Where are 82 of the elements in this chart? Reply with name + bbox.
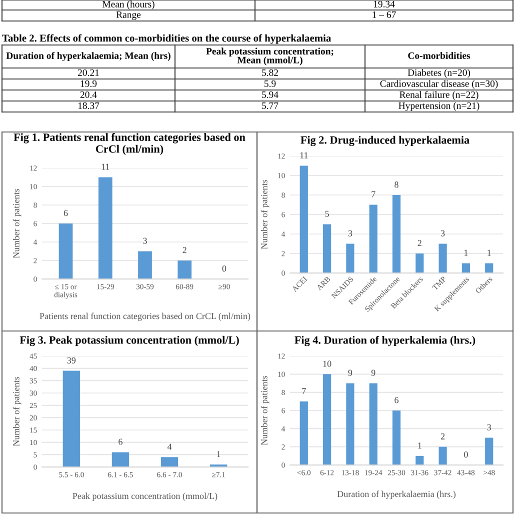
data-label: 5 bbox=[325, 210, 329, 217]
data-label: 1 bbox=[488, 250, 491, 256]
text: 1 – 67 bbox=[372, 11, 396, 18]
data-label: 6 bbox=[64, 210, 68, 216]
data-label: 2 bbox=[182, 247, 186, 254]
data-label: 1 bbox=[464, 250, 468, 256]
data-label: 8 bbox=[394, 182, 398, 188]
bar bbox=[485, 438, 494, 465]
text: Diabetes (n=20) bbox=[408, 69, 470, 78]
text: Table 2. Effects of common co-morbidities on the course of hyperkalaemia bbox=[2, 34, 331, 44]
bar bbox=[62, 370, 80, 467]
bar bbox=[98, 177, 112, 279]
text: Cardiovascular disease (n=30) bbox=[380, 80, 498, 89]
bar bbox=[346, 244, 354, 273]
bar bbox=[438, 244, 447, 273]
data-label: 11 bbox=[300, 152, 308, 158]
data-label: 9 bbox=[371, 370, 376, 376]
text: 19.34 bbox=[374, 0, 395, 8]
bar bbox=[462, 263, 470, 273]
data-label: 1 bbox=[217, 451, 220, 458]
data-label: 3 bbox=[348, 230, 352, 236]
data-label: 3 bbox=[440, 230, 445, 236]
bar bbox=[416, 456, 424, 465]
bar bbox=[369, 204, 378, 273]
text: Range bbox=[116, 11, 141, 20]
bar bbox=[369, 383, 378, 465]
bar bbox=[300, 166, 308, 273]
bar bbox=[416, 254, 424, 273]
data-label: 7 bbox=[372, 191, 376, 198]
text: Renal failure (n=22) bbox=[400, 91, 478, 100]
x-axis-title: Patients renal function categories based on CrCL (ml/min) bbox=[40, 312, 250, 321]
data-label: 11 bbox=[102, 164, 110, 170]
y-axis-title: Number of patients bbox=[260, 376, 270, 446]
text: 5.82 bbox=[262, 69, 278, 76]
chart-title: Fig 3. Peak potassium concentration (mmol/L) bbox=[20, 336, 239, 346]
data-label: 2 bbox=[440, 433, 445, 440]
data-label: 10 bbox=[323, 360, 332, 367]
bar bbox=[178, 260, 192, 279]
data-label: 3 bbox=[143, 238, 147, 244]
text: Duration of hyperkalaemia; Mean (hrs) bbox=[6, 52, 170, 61]
text: 20.4 bbox=[80, 91, 97, 98]
bar bbox=[300, 401, 308, 465]
bar bbox=[485, 263, 494, 273]
chart-title: Fig 2. Drug-induced hyperkalaemia bbox=[300, 136, 470, 146]
text: 18.37 bbox=[78, 102, 100, 109]
data-label: 1 bbox=[418, 442, 422, 448]
data-label: 0 bbox=[222, 266, 226, 272]
text: 19.9 bbox=[80, 80, 97, 87]
x-axis-title: Peak potassium concentration (mmol/L) bbox=[72, 492, 218, 501]
bar bbox=[346, 383, 354, 465]
bar bbox=[112, 452, 130, 467]
text: 5.77 bbox=[262, 102, 278, 109]
data-label: 0 bbox=[464, 452, 468, 458]
data-label: 39 bbox=[67, 357, 76, 364]
bar bbox=[438, 446, 447, 465]
bar bbox=[322, 224, 332, 273]
text: 5.94 bbox=[262, 91, 278, 98]
data-label: 7 bbox=[302, 388, 306, 394]
bar bbox=[138, 251, 152, 279]
data-label: 6 bbox=[394, 397, 398, 404]
x-axis-title: Duration of hyperkalaemia (hrs.) bbox=[337, 490, 456, 499]
chart-title: Fig 4. Duration of hyperkalemia (hrs.) bbox=[294, 336, 476, 346]
text: Co-morbidities bbox=[408, 52, 470, 59]
bar bbox=[160, 457, 178, 467]
data-label: 4 bbox=[167, 444, 172, 450]
text: Peak potassium concentration; Mean (mmol/L) bbox=[206, 48, 334, 66]
data-label: 9 bbox=[348, 370, 352, 376]
bar bbox=[392, 195, 401, 273]
data-label: 6 bbox=[118, 438, 122, 445]
data-label: 3 bbox=[487, 424, 492, 430]
data-label: 2 bbox=[418, 240, 422, 246]
text: Mean (hours) bbox=[102, 0, 154, 10]
bar bbox=[58, 224, 73, 279]
y-axis-title: Number of patients bbox=[260, 180, 270, 250]
y-axis-title: Number of patients bbox=[12, 188, 22, 258]
chart-title: Fig 1. Patients renal function categories based on CrCl (ml/min) bbox=[14, 133, 246, 155]
y-axis-title: Number of patients bbox=[12, 376, 22, 446]
text: 5.9 bbox=[264, 80, 276, 87]
text: Hypertension (n=21) bbox=[398, 102, 480, 111]
bar bbox=[392, 410, 401, 465]
text: 20.21 bbox=[78, 69, 99, 76]
bar bbox=[322, 374, 332, 465]
